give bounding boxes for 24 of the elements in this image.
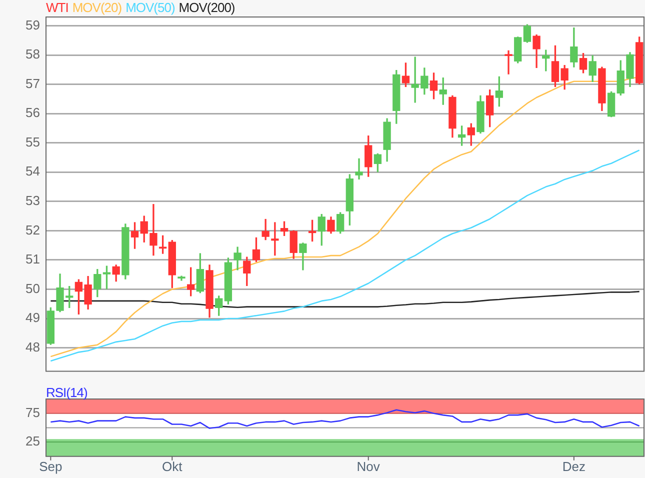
y-tick-label: 49 bbox=[26, 310, 40, 326]
y-tick-label: 58 bbox=[26, 46, 40, 62]
y-tick-label: 52 bbox=[26, 222, 40, 238]
text: MOV(50) bbox=[126, 0, 175, 15]
y-tick-label: 59 bbox=[26, 17, 40, 32]
y-tick-label: 50 bbox=[26, 280, 40, 296]
y-tick-label: 25 bbox=[26, 434, 40, 449]
candlestick bbox=[102, 266, 111, 290]
y-tick-label: 55 bbox=[26, 134, 40, 150]
x-tick-label: Okt bbox=[162, 458, 183, 474]
text: MOV(200) bbox=[178, 0, 235, 15]
y-tick-label: 53 bbox=[26, 192, 40, 208]
text: MOV(20) bbox=[72, 0, 122, 15]
series-label: RSI(14) bbox=[46, 385, 88, 400]
y-tick-label: 56 bbox=[26, 105, 40, 120]
y-tick-label: 57 bbox=[26, 76, 40, 91]
y-tick-label: 51 bbox=[26, 252, 40, 267]
x-tick-label: Nov bbox=[356, 458, 380, 474]
y-tick-label: 75 bbox=[26, 404, 40, 420]
y-tick-label: 48 bbox=[26, 339, 40, 354]
text: WTI bbox=[46, 0, 68, 15]
y-tick-label: 54 bbox=[26, 164, 40, 179]
x-tick-label: Sep bbox=[39, 458, 62, 474]
x-tick-label: Dez bbox=[562, 458, 586, 474]
